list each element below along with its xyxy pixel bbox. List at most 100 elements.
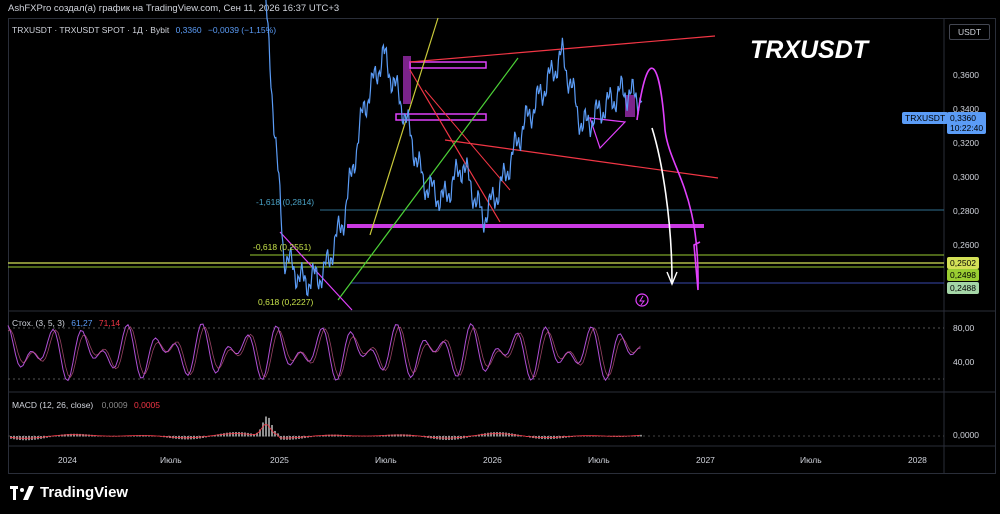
resistance-box-1 [409, 61, 487, 69]
symbol-legend[interactable]: TRXUSDT · TRXUSDT SPOT · 1Д · Bybit 0,33… [12, 25, 276, 35]
currency-button[interactable]: USDT [949, 24, 991, 40]
macd-bar [229, 432, 231, 437]
macd-bar [397, 434, 399, 437]
macd-bar [493, 432, 495, 437]
macd-bar [70, 433, 72, 437]
last-price: 0,3360 [175, 25, 202, 35]
macd-bar [211, 435, 213, 437]
macd-bar [277, 433, 279, 437]
macd-bar [253, 434, 255, 437]
macd-bar [244, 432, 246, 437]
macd-bar [484, 433, 486, 437]
event-marker-icon[interactable] [635, 293, 649, 307]
macd-bar [637, 435, 639, 437]
level-tag: 0,2498 [947, 269, 979, 281]
fib-label: -1,618 (0,2814) [256, 197, 315, 207]
current-symbol-tag: TRXUSDT [902, 112, 949, 124]
trend-red-steep [409, 69, 501, 223]
price-change: −0,0039 (−1,15%) [207, 25, 277, 35]
macd-bar [76, 433, 78, 437]
price-axis-label: 0,3000 [953, 172, 979, 182]
macd-axis-label: 0,0000 [953, 430, 979, 440]
macd-bar [487, 432, 489, 437]
macd-bar [475, 435, 477, 437]
trend-red-mid [424, 89, 511, 191]
time-axis-label: Июль [160, 455, 182, 465]
time-axis-label: Июль [800, 455, 822, 465]
trend-pink-down [279, 231, 353, 311]
macd-bar [67, 434, 69, 437]
stoch-line [7, 322, 641, 382]
stoch-legend[interactable]: Стох. (3, 5, 3) 61,27 71,14 [12, 318, 120, 328]
trend-yellow [369, 17, 439, 236]
time-axis-label: Июль [588, 455, 610, 465]
macd-bar [256, 432, 258, 437]
stoch-d-value: 71,14 [98, 318, 121, 328]
time-axis-label: 2027 [696, 455, 715, 465]
macd-bar [328, 434, 330, 437]
highlight-box-1 [403, 56, 411, 104]
level-tag: 0,2488 [947, 282, 979, 294]
level-tag: 0,2502 [947, 257, 979, 269]
price-axis-label: 0,2600 [953, 240, 979, 250]
flag-pattern [589, 117, 627, 150]
stoch-axis-label: 40,00 [953, 357, 975, 367]
macd-bar [226, 432, 228, 437]
projection-magenta [636, 67, 701, 291]
time-axis-label: 2024 [58, 455, 77, 465]
fib-label: 0,618 (0,2227) [258, 297, 314, 307]
stoch-title: Стох. (3, 5, 3) [12, 318, 65, 328]
chart-attribution: AshFXPro создал(а) график на TradingView… [8, 3, 340, 14]
macd-bar [505, 432, 507, 437]
projection-white [651, 127, 673, 283]
chart-frame[interactable] [8, 18, 996, 474]
trend-red-lower [444, 139, 719, 179]
macd-bar [262, 422, 264, 437]
projection-white-head [666, 271, 678, 286]
stoch-signal-line [7, 326, 641, 378]
macd-bar [496, 432, 498, 437]
price-axis-label: 0,2800 [953, 206, 979, 216]
brand-name: TradingView [40, 484, 129, 501]
macd-bar [508, 432, 510, 437]
macd-bar [490, 432, 492, 437]
macd-bar [223, 433, 225, 437]
support-zone [347, 224, 704, 228]
macd-title: MACD (12, 26, close) [12, 400, 94, 410]
macd-signal-value: 0,0005 [134, 400, 160, 410]
macd-bar [238, 432, 240, 437]
macd-bar [241, 432, 243, 437]
macd-bar [250, 433, 252, 437]
macd-bar [325, 434, 327, 437]
price-line [265, 0, 643, 297]
macd-bar [640, 434, 642, 437]
macd-bar [217, 434, 219, 437]
macd-signal-line [9, 423, 641, 439]
highlight-box-2 [625, 95, 635, 117]
macd-legend[interactable]: MACD (12, 26, close) 0,0009 0,0005 [12, 400, 160, 410]
time-axis-label: Июль [375, 455, 397, 465]
current-price-value: 0,3360 [950, 113, 976, 123]
macd-bar [391, 434, 393, 437]
tradingview-logo[interactable]: TradingView [10, 484, 128, 501]
macd-bar [502, 432, 504, 437]
macd-bar [400, 434, 402, 437]
watermark-title: TRXUSDT [750, 36, 869, 64]
macd-bar [388, 434, 390, 437]
fib-label: -0,618 (0,2551) [253, 242, 312, 252]
stoch-k-value: 61,27 [71, 318, 93, 328]
macd-bar [481, 433, 483, 437]
macd-bar [265, 416, 267, 437]
macd-bar [235, 432, 237, 437]
tradingview-logo-icon [10, 485, 34, 500]
price-axis-label: 0,3200 [953, 138, 979, 148]
macd-bar [259, 429, 261, 437]
stoch-axis-label: 80,00 [953, 323, 975, 333]
time-axis-label: 2025 [270, 455, 289, 465]
resistance-box-2 [395, 113, 487, 121]
macd-bar [58, 435, 60, 437]
macd-bar [214, 434, 216, 437]
macd-bar [55, 435, 57, 437]
countdown-timer: 10:22:40 [950, 123, 984, 133]
